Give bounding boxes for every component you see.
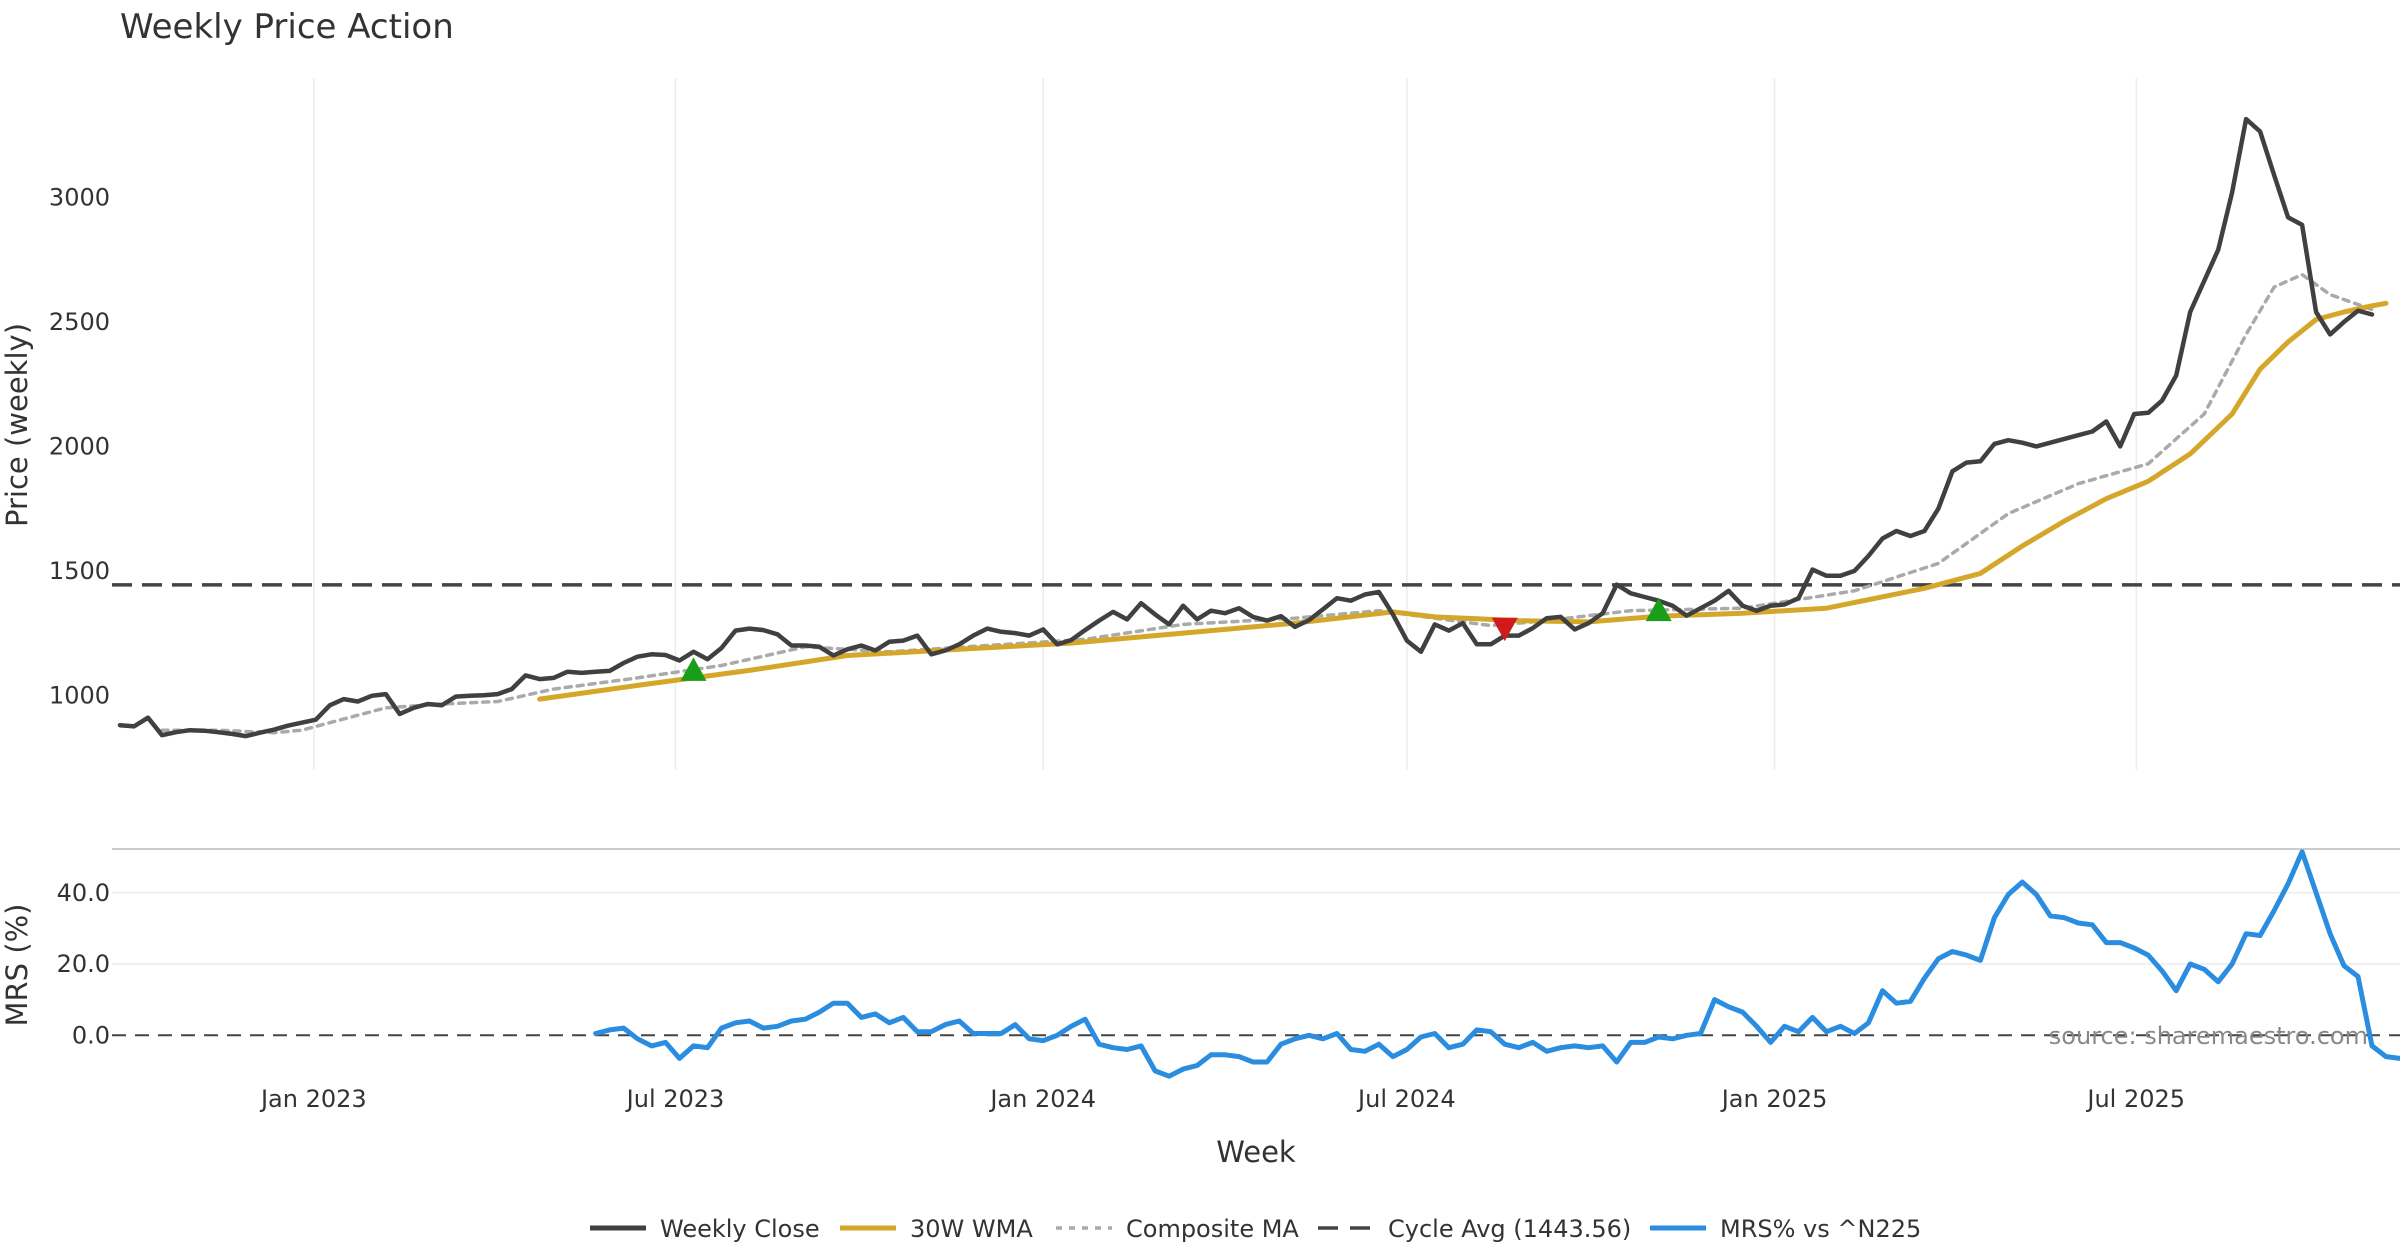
mrs-series-mrs-vs-n225 xyxy=(593,849,2400,1079)
source-note: source: sharemaestro.com xyxy=(2049,1022,2368,1050)
price-y-ticks: 1000 1500 2000 2500 3000 xyxy=(49,183,110,709)
mrs-y-tick-label: 40.0 xyxy=(57,879,110,907)
price-y-tick-label: 1500 xyxy=(49,557,110,585)
price-series-weekly-close xyxy=(117,116,2375,739)
legend-label: Composite MA xyxy=(1126,1215,1299,1243)
price-y-tick-label: 2000 xyxy=(49,432,110,460)
legend-label: MRS% vs ^N225 xyxy=(1720,1215,1921,1243)
mrs-y-tick-label: 0.0 xyxy=(72,1021,110,1049)
price-y-tick-label: 1000 xyxy=(49,681,110,709)
legend-label: Weekly Close xyxy=(660,1215,820,1243)
x-ticks: Jan 2023 Jul 2023 Jan 2024 Jul 2024 Jan 2025… xyxy=(259,1085,2185,1113)
buy-signal-marker xyxy=(680,657,707,681)
mrs-y-ticks: 0.0 20.0 40.0 xyxy=(57,879,110,1050)
mrs-y-tick-label: 20.0 xyxy=(57,950,110,978)
price-grid xyxy=(313,78,2137,770)
price-series-30w-wma xyxy=(537,300,2389,702)
chart-title: Weekly Price Action xyxy=(120,7,454,47)
x-tick-label: Jul 2023 xyxy=(625,1085,725,1113)
legend: Weekly Close 30W WMA Composite MA Cycle Avg… xyxy=(590,1215,1921,1243)
legend-label: Cycle Avg (1443.56) xyxy=(1388,1215,1631,1243)
x-tick-label: Jul 2024 xyxy=(1356,1085,1456,1113)
sell-signal-marker xyxy=(1491,617,1518,642)
x-tick-label: Jan 2023 xyxy=(259,1085,367,1113)
buy-signal-marker xyxy=(1645,597,1672,622)
price-y-tick-label: 3000 xyxy=(49,183,110,211)
mrs-grid xyxy=(112,892,2400,965)
legend-label: 30W WMA xyxy=(910,1215,1033,1243)
price-markers-group xyxy=(680,597,1672,681)
x-tick-label: Jan 2025 xyxy=(1720,1085,1828,1113)
price-y-axis-label: Price (weekly) xyxy=(0,323,34,527)
x-tick-label: Jan 2024 xyxy=(988,1085,1096,1113)
price-series-group xyxy=(112,116,2400,739)
price-y-tick-label: 2500 xyxy=(49,308,110,336)
x-axis-label: Week xyxy=(1216,1135,1296,1169)
mrs-series-group xyxy=(112,849,2400,1079)
mrs-y-axis-label: MRS (%) xyxy=(0,904,34,1027)
x-tick-label: Jul 2025 xyxy=(2085,1085,2185,1113)
